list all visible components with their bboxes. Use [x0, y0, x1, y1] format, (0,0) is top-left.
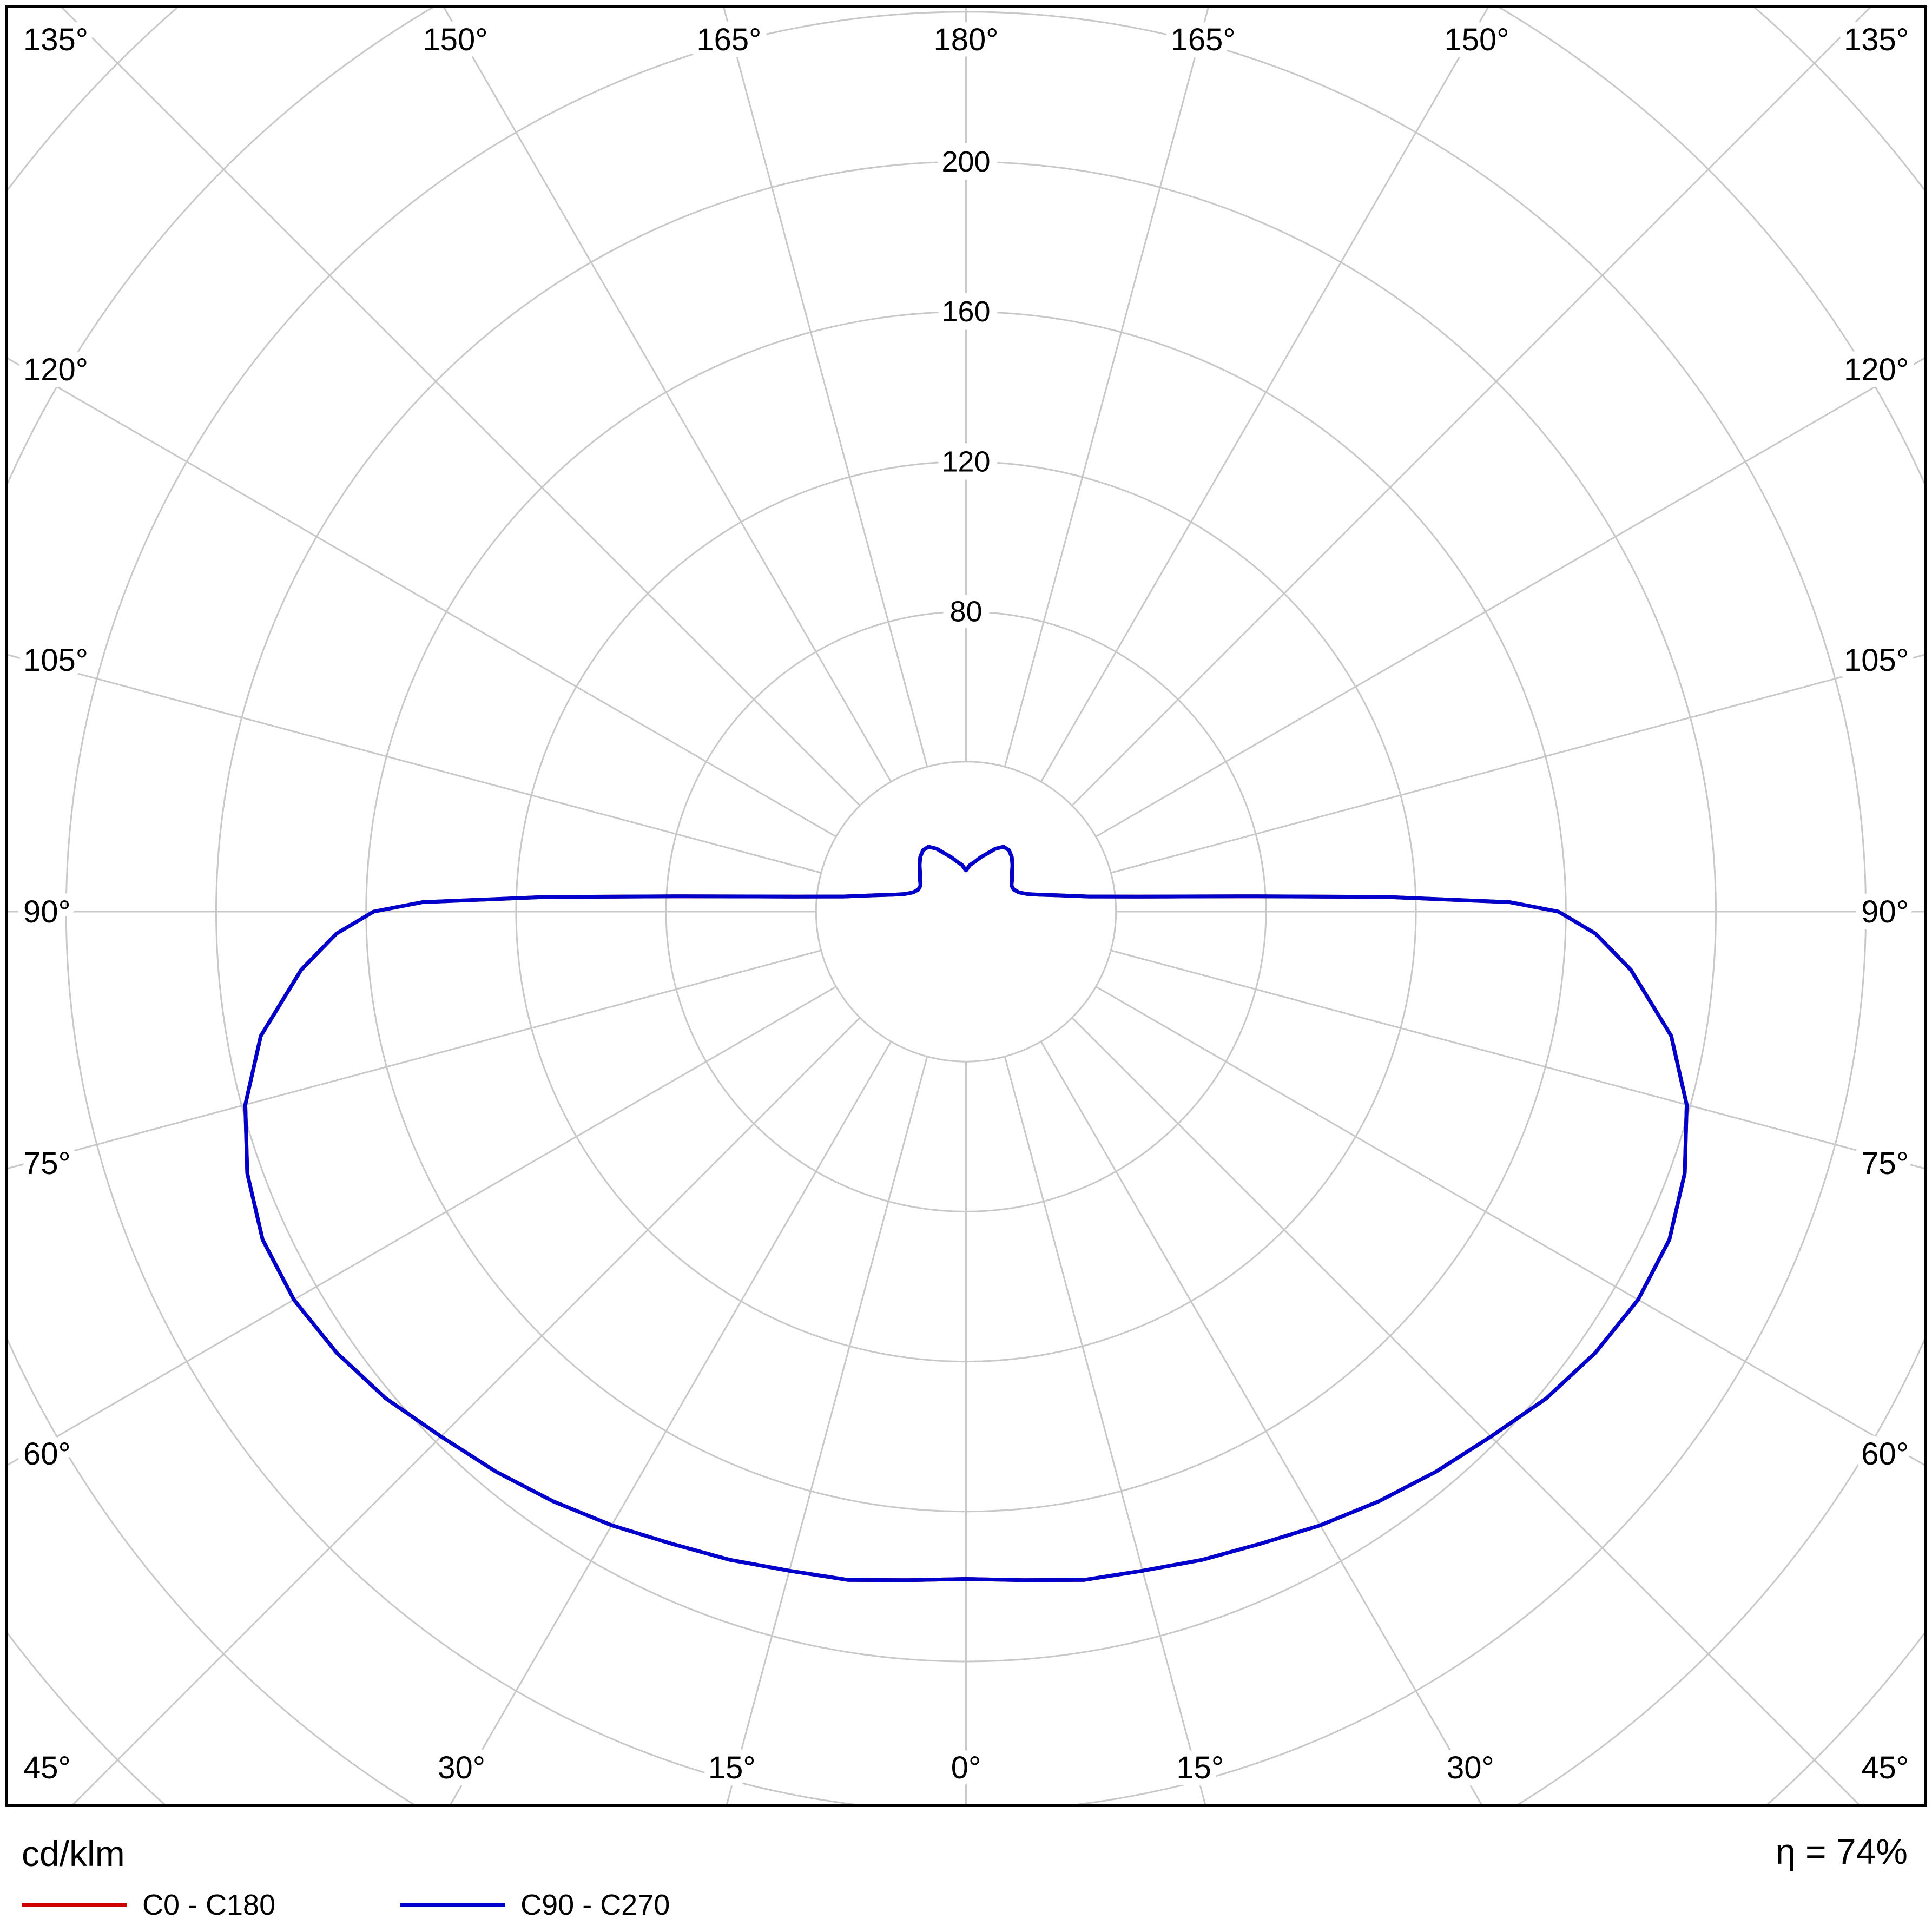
- radial-tick-label: 120: [941, 445, 990, 478]
- polar-grid: [8, 8, 1924, 1804]
- angle-label: 30°: [1447, 1750, 1494, 1785]
- grid-ray: [8, 654, 822, 874]
- angle-label: 15°: [708, 1750, 756, 1785]
- angle-label: 165°: [1171, 22, 1236, 57]
- radial-tick-label: 200: [941, 146, 990, 178]
- angle-label: 165°: [696, 22, 761, 57]
- grid-ray: [1004, 8, 1209, 767]
- grid-ray: [61, 8, 861, 807]
- legend-item-c0-c180: C0 - C180: [22, 1888, 400, 1922]
- units-label: cd/klm: [22, 1834, 125, 1874]
- grid-ray: [1110, 949, 1924, 1169]
- angle-label: 150°: [423, 22, 488, 57]
- angle-label: 90°: [1861, 894, 1909, 929]
- angle-label: 180°: [934, 22, 999, 57]
- efficiency-label: η = 74%: [1775, 1831, 1908, 1871]
- grid-circle: [815, 761, 1117, 1063]
- radial-tick-label: 160: [941, 295, 990, 328]
- grid-ray: [72, 1017, 861, 1804]
- grid-ray: [8, 986, 837, 1466]
- angle-label: 45°: [1861, 1750, 1909, 1785]
- radial-tick-label: 80: [949, 596, 982, 628]
- legend-swatch-blue-icon: [400, 1903, 506, 1907]
- angle-label: 60°: [1861, 1436, 1909, 1472]
- grid-ray: [8, 358, 837, 838]
- polar-chart-canvas: 0° 15° 15° 30° 30° 45° 45° 60° 60° 75° 75° 90° 90° 10…: [8, 8, 1924, 1804]
- angle-label: 105°: [23, 643, 88, 678]
- grid-ray: [1095, 986, 1924, 1466]
- angle-label: 105°: [1844, 643, 1909, 678]
- grid-ray: [1110, 654, 1924, 874]
- angle-labels: 0° 15° 15° 30° 30° 45° 45° 60° 60° 75° 75° 90° 90° 10…: [16, 15, 1916, 1792]
- angle-label: 90°: [23, 894, 71, 929]
- angle-label: 150°: [1444, 22, 1509, 57]
- legend-swatch-red-icon: [22, 1903, 127, 1907]
- legend-label-c90-c270: C90 - C270: [520, 1889, 670, 1921]
- angle-label: 135°: [1844, 22, 1909, 57]
- grid-ray: [450, 1041, 892, 1804]
- legend: C0 - C180 C90 - C270: [22, 1888, 670, 1922]
- legend-label-c0-c180: C0 - C180: [142, 1889, 276, 1921]
- angle-label: 30°: [438, 1750, 485, 1785]
- grid-ray: [8, 949, 822, 1169]
- grid-ray: [1071, 1017, 1860, 1804]
- grid-ray: [1040, 8, 1489, 782]
- grid-ray: [1095, 358, 1924, 838]
- polar-chart: 0° 15° 15° 30° 30° 45° 45° 60° 60° 75° 75° 90° 90° 10…: [5, 5, 1927, 1807]
- grid-ray: [443, 8, 892, 782]
- angle-label: 60°: [23, 1436, 71, 1472]
- grid-ray: [1004, 1056, 1206, 1804]
- grid-ray: [723, 8, 928, 767]
- angle-label: 120°: [1844, 352, 1909, 387]
- angle-label: 135°: [23, 22, 88, 57]
- radial-tick-labels: 80 120 160 200: [933, 137, 998, 636]
- angle-label: 0°: [951, 1750, 981, 1785]
- angle-label: 75°: [1861, 1146, 1909, 1181]
- grid-ray: [726, 1056, 928, 1804]
- legend-item-c90-c270: C90 - C270: [400, 1888, 670, 1922]
- angle-label: 15°: [1176, 1750, 1224, 1785]
- chart-footer: cd/klm η = 74% C0 - C180 C90 - C270: [5, 1807, 1927, 1932]
- angle-label: 75°: [23, 1146, 71, 1181]
- grid-ray: [1040, 1041, 1482, 1804]
- grid-ray: [1071, 8, 1871, 807]
- angle-label: 120°: [23, 352, 88, 387]
- angle-label: 45°: [23, 1750, 71, 1785]
- curve-c90-c270: [243, 845, 1689, 1582]
